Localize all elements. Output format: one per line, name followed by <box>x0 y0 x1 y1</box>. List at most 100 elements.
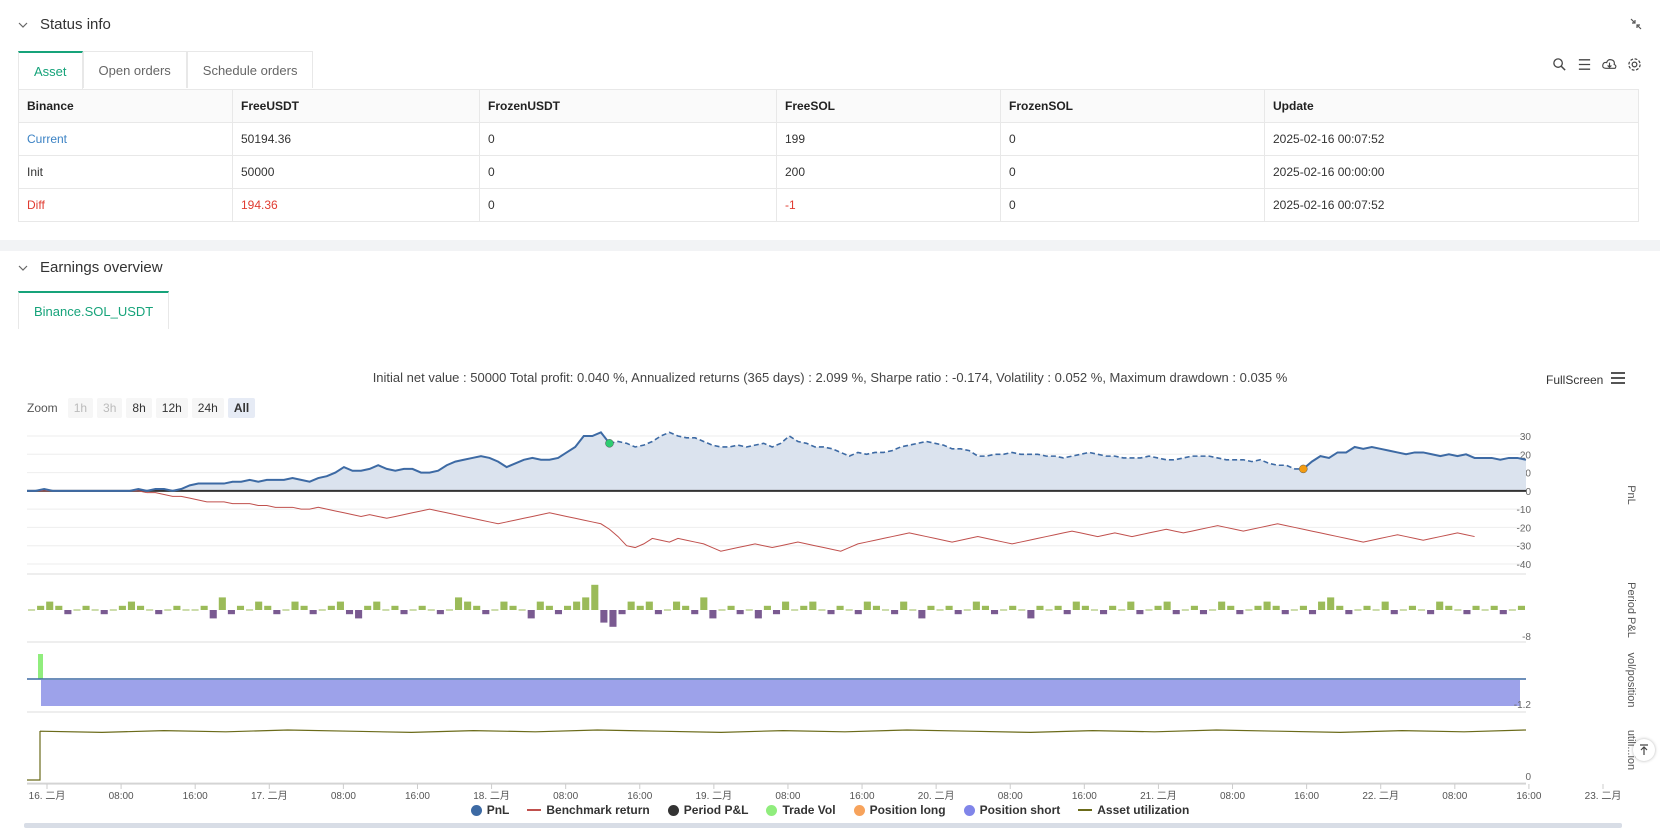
period-pnl-bar <box>1318 601 1326 610</box>
period-pnl-bar <box>645 601 653 610</box>
period-pnl-bar <box>382 609 390 611</box>
period-pnl-bar <box>709 610 717 619</box>
period-pnl-bar <box>772 610 781 615</box>
zoom-1h-button[interactable]: 1h <box>67 398 94 418</box>
scroll-top-button[interactable] <box>1633 739 1655 761</box>
pane-title: Period P&L <box>1625 582 1637 638</box>
x-tick-label: 19. 二月 <box>696 790 733 802</box>
cell-free-usdt: 50000 <box>232 155 480 189</box>
period-pnl-bar <box>1018 609 1026 611</box>
period-pnl-bar <box>227 610 235 615</box>
period-pnl-bar <box>418 605 426 610</box>
legend-item-position-short[interactable]: Position short <box>963 803 1061 817</box>
list-icon[interactable] <box>1577 57 1592 72</box>
period-pnl-bar <box>1281 610 1289 615</box>
search-icon[interactable] <box>1552 57 1567 72</box>
period-pnl-bar <box>1236 610 1244 615</box>
period-pnl-bar <box>1517 605 1525 610</box>
cell-frozen-sol: 0 <box>1000 122 1265 156</box>
tab-schedule-orders[interactable]: Schedule orders <box>186 51 314 88</box>
tab-open-orders[interactable]: Open orders <box>82 51 187 88</box>
period-pnl-bar <box>46 601 54 610</box>
period-pnl-bar <box>627 601 635 610</box>
zoom-8h-button[interactable]: 8h <box>126 398 152 418</box>
cell-frozen-sol: 0 <box>1000 155 1265 189</box>
period-pnl-bar <box>373 601 381 610</box>
y-tick-label: 0 <box>1525 487 1531 498</box>
menu-icon[interactable] <box>1610 371 1626 385</box>
period-pnl-bar <box>654 610 662 615</box>
cloud-download-icon[interactable] <box>1602 57 1617 72</box>
period-pnl-bar <box>1209 609 1217 611</box>
fullscreen-button[interactable]: FullScreen <box>1546 373 1604 387</box>
asset-table: Binance FreeUSDT FrozenUSDT FreeSOL Froz… <box>18 89 1639 222</box>
period-pnl-bar <box>182 609 190 611</box>
x-tick-label: 08:00 <box>1220 791 1245 802</box>
period-pnl-bar <box>118 605 126 610</box>
legend-item-benchmark[interactable]: Benchmark return <box>527 803 650 817</box>
period-pnl-bar <box>1408 605 1416 610</box>
period-pnl-bar <box>1472 605 1480 610</box>
period-pnl-bar <box>900 601 908 610</box>
zoom-12h-button[interactable]: 12h <box>155 398 188 418</box>
x-tick-label: 16:00 <box>850 791 875 802</box>
period-pnl-bar <box>164 609 172 611</box>
period-pnl-bar <box>636 605 644 610</box>
pnl-line-dashed <box>609 431 1304 470</box>
x-tick-label: 08:00 <box>109 791 134 802</box>
x-tick-label: 18. 二月 <box>473 790 510 802</box>
legend-item-pnl[interactable]: PnL <box>470 803 510 817</box>
period-pnl-bar <box>591 584 599 610</box>
column-header: FrozenSOL <box>1000 89 1265 123</box>
legend-label: Position short <box>979 803 1061 817</box>
tab-binance-sol-usdt[interactable]: Binance.SOL_USDT <box>18 291 170 329</box>
legend-item-trade-vol[interactable]: Trade Vol <box>766 803 836 817</box>
legend-label: Position long <box>869 803 946 817</box>
position-short-area <box>41 680 1520 706</box>
legend-marker <box>667 804 679 816</box>
x-tick-label: 16:00 <box>1516 791 1541 802</box>
period-pnl-bar <box>1417 609 1426 611</box>
legend-item-asset-utilization[interactable]: Asset utilization <box>1078 803 1189 817</box>
y-tick-label: -8 <box>1522 632 1531 643</box>
period-pnl-bar <box>482 610 490 615</box>
period-pnl-bar <box>1499 610 1507 615</box>
period-pnl-bar <box>818 609 826 611</box>
navigator-scrollbar[interactable] <box>24 823 1622 828</box>
period-pnl-bar <box>318 609 326 611</box>
period-pnl-bar <box>1390 610 1398 615</box>
cell-free-usdt: 194.36 <box>232 188 480 222</box>
gear-icon[interactable] <box>1627 57 1642 72</box>
period-pnl-bar <box>1118 609 1126 611</box>
row-label-init: Init <box>18 155 233 189</box>
period-pnl-bar <box>409 609 417 611</box>
legend-marker <box>470 804 482 816</box>
chevron-down-icon <box>18 22 28 28</box>
legend-item-period-pnl[interactable]: Period P&L <box>667 803 748 817</box>
period-pnl-bar <box>1190 605 1198 610</box>
period-pnl-bar <box>273 610 281 615</box>
cell-update: 2025-02-16 00:07:52 <box>1264 122 1639 156</box>
zoom-all-button[interactable]: All <box>227 398 256 418</box>
period-pnl-bar <box>954 610 962 615</box>
status-panel-header[interactable]: Status info <box>18 16 111 33</box>
legend-item-position-long[interactable]: Position long <box>853 803 946 817</box>
zoom-24h-button[interactable]: 24h <box>191 398 224 418</box>
period-pnl-bar <box>981 605 989 610</box>
zoom-3h-button[interactable]: 3h <box>97 398 123 418</box>
legend-label: PnL <box>486 803 510 817</box>
period-pnl-bar <box>536 601 544 610</box>
period-pnl-bar <box>582 597 590 610</box>
cell-update: 2025-02-16 00:00:00 <box>1264 155 1639 189</box>
period-pnl-bar <box>127 601 136 610</box>
period-pnl-bar <box>345 610 354 615</box>
row-label-diff: Diff <box>18 188 233 222</box>
legend-label: Asset utilization <box>1097 803 1190 817</box>
period-pnl-bar <box>782 601 790 610</box>
period-pnl-bar <box>927 605 935 610</box>
collapse-icon[interactable] <box>1630 18 1642 30</box>
earnings-panel-header[interactable]: Earnings overview <box>18 259 163 276</box>
tab-asset[interactable]: Asset <box>18 51 83 89</box>
period-pnl-bar <box>763 605 771 610</box>
period-pnl-bar <box>1063 610 1071 615</box>
